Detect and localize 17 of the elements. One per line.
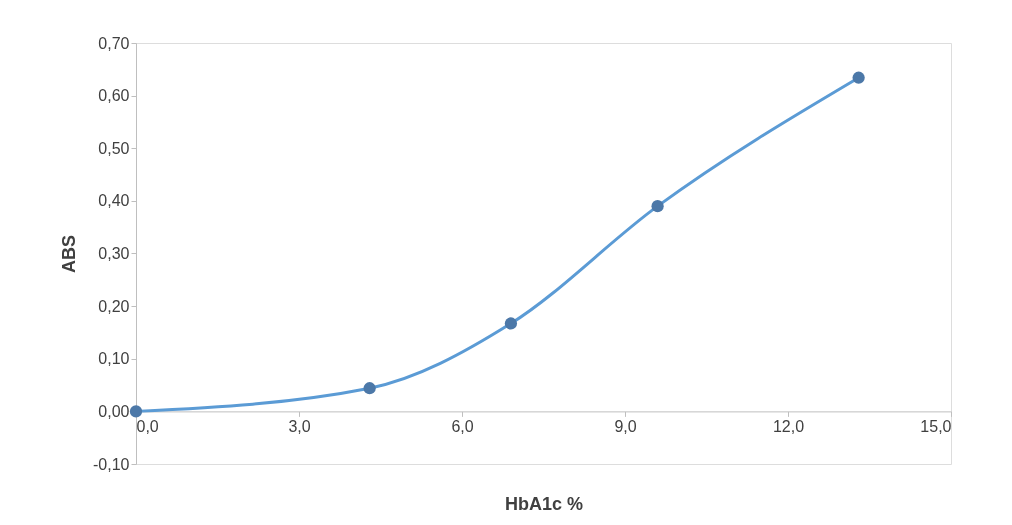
x-tick-label: 3,0: [288, 417, 311, 435]
y-tick-label: 0,00: [98, 402, 130, 420]
x-tick-label: 0,0: [136, 417, 159, 435]
y-tick-label: -0,10: [93, 455, 130, 473]
x-tick-label: 6,0: [451, 417, 474, 435]
x-tick-label: 15,0: [920, 417, 952, 435]
y-tick-label: 0,30: [98, 245, 130, 262]
y-tick-label: 0,50: [98, 139, 130, 157]
x-tick-label: 12,0: [772, 417, 805, 435]
y-tick-label: 0,60: [98, 87, 130, 105]
x-tick-label: 9,0: [614, 417, 637, 435]
x-axis-title: HbA1c %: [504, 493, 584, 514]
y-tick-label: 0,20: [98, 297, 130, 315]
y-tick-label: 0,40: [98, 192, 130, 210]
y-axis-title: ABS: [59, 234, 80, 274]
y-tick-label: 0,70: [98, 34, 130, 52]
y-tick-label: 0,10: [98, 350, 130, 368]
